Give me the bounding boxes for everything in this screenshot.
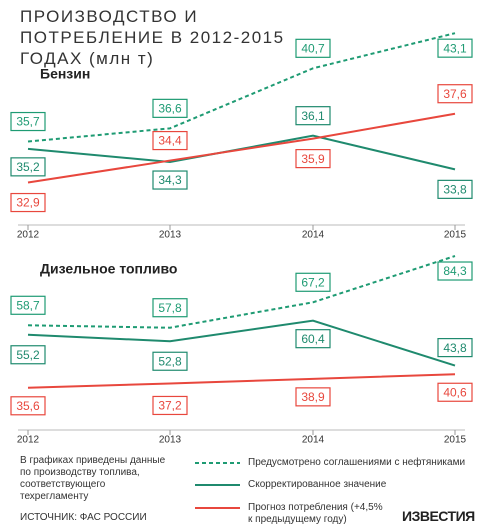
value-label: 35,6 (16, 399, 40, 413)
value-label: 33,8 (443, 183, 467, 197)
series-line (27, 373, 456, 389)
series-line (27, 319, 456, 367)
value-label: 40,6 (443, 385, 467, 399)
value-label-box (437, 338, 473, 358)
panel-title: Дизельное топливо (40, 261, 177, 277)
value-label: 43,1 (443, 41, 467, 55)
value-label-box (295, 387, 331, 407)
value-label: 60,4 (301, 332, 325, 346)
value-label: 34,4 (158, 134, 182, 148)
series-line (27, 32, 456, 143)
value-label: 57,8 (158, 301, 182, 315)
value-label-box (152, 98, 188, 118)
x-tick-label: 2014 (302, 230, 325, 241)
value-label-box (295, 272, 331, 292)
value-label-box (152, 170, 188, 190)
x-tick-label: 2012 (17, 230, 40, 241)
value-label-box (437, 382, 473, 402)
value-label: 32,9 (16, 196, 40, 210)
value-label-box (295, 329, 331, 349)
x-tick-label: 2015 (444, 435, 467, 446)
value-label: 35,9 (301, 152, 325, 166)
source: ИСТОЧНИК: ФАС РОССИИ (20, 512, 147, 523)
x-tick-label: 2014 (302, 435, 325, 446)
x-tick-label: 2012 (17, 435, 40, 446)
series-line (27, 134, 456, 171)
value-label-box (10, 345, 46, 365)
x-tick-label: 2013 (159, 230, 182, 241)
value-label: 35,7 (16, 115, 40, 129)
value-label: 34,3 (158, 173, 182, 187)
value-label: 84,3 (443, 264, 467, 278)
value-label-box (152, 351, 188, 371)
value-label-box (437, 84, 473, 104)
value-label: 38,9 (301, 390, 325, 404)
value-label-box (152, 395, 188, 416)
value-label-box (437, 179, 473, 199)
value-label: 36,1 (301, 109, 325, 123)
value-label: 43,8 (443, 341, 467, 355)
x-tick-label: 2015 (444, 230, 467, 241)
value-label: 37,2 (158, 399, 182, 413)
value-label-box (437, 261, 473, 281)
value-label-box (295, 38, 331, 58)
series-line (27, 255, 456, 329)
note: В графиках приведены данные по производс… (20, 455, 166, 502)
value-label-box (10, 295, 46, 315)
value-label-box (10, 157, 46, 177)
title: ПРОИЗВОДСТВО И ПОТРЕБЛЕНИЕ В 2012-2015 Г… (20, 7, 285, 68)
value-label-box (295, 149, 331, 169)
value-label-box (10, 396, 46, 416)
value-label: 67,2 (301, 275, 325, 289)
value-label-box (437, 38, 473, 58)
value-label-box (295, 106, 331, 126)
value-label: 37,6 (443, 87, 467, 101)
value-label-box (152, 298, 188, 318)
value-label: 40,7 (301, 41, 325, 55)
value-label: 58,7 (16, 298, 40, 312)
value-label-box (10, 111, 46, 132)
legend-label: Прогноз потребления (+4,5% к предыдущему… (248, 502, 383, 525)
value-label: 52,8 (158, 354, 182, 368)
value-label: 35,2 (16, 160, 40, 174)
legend-label: Скорректированное значение (248, 479, 387, 490)
value-label-box (152, 130, 188, 151)
legend-label: Предусмотрено соглашениями с нефтяниками (248, 457, 466, 468)
series-line (27, 112, 456, 184)
value-label: 36,6 (158, 102, 182, 116)
value-label-box (10, 192, 46, 213)
logo: ИЗВЕСТИЯ (402, 508, 475, 524)
panel-title: Бензин (40, 66, 90, 82)
value-label: 55,2 (16, 348, 40, 362)
x-tick-label: 2013 (159, 435, 182, 446)
